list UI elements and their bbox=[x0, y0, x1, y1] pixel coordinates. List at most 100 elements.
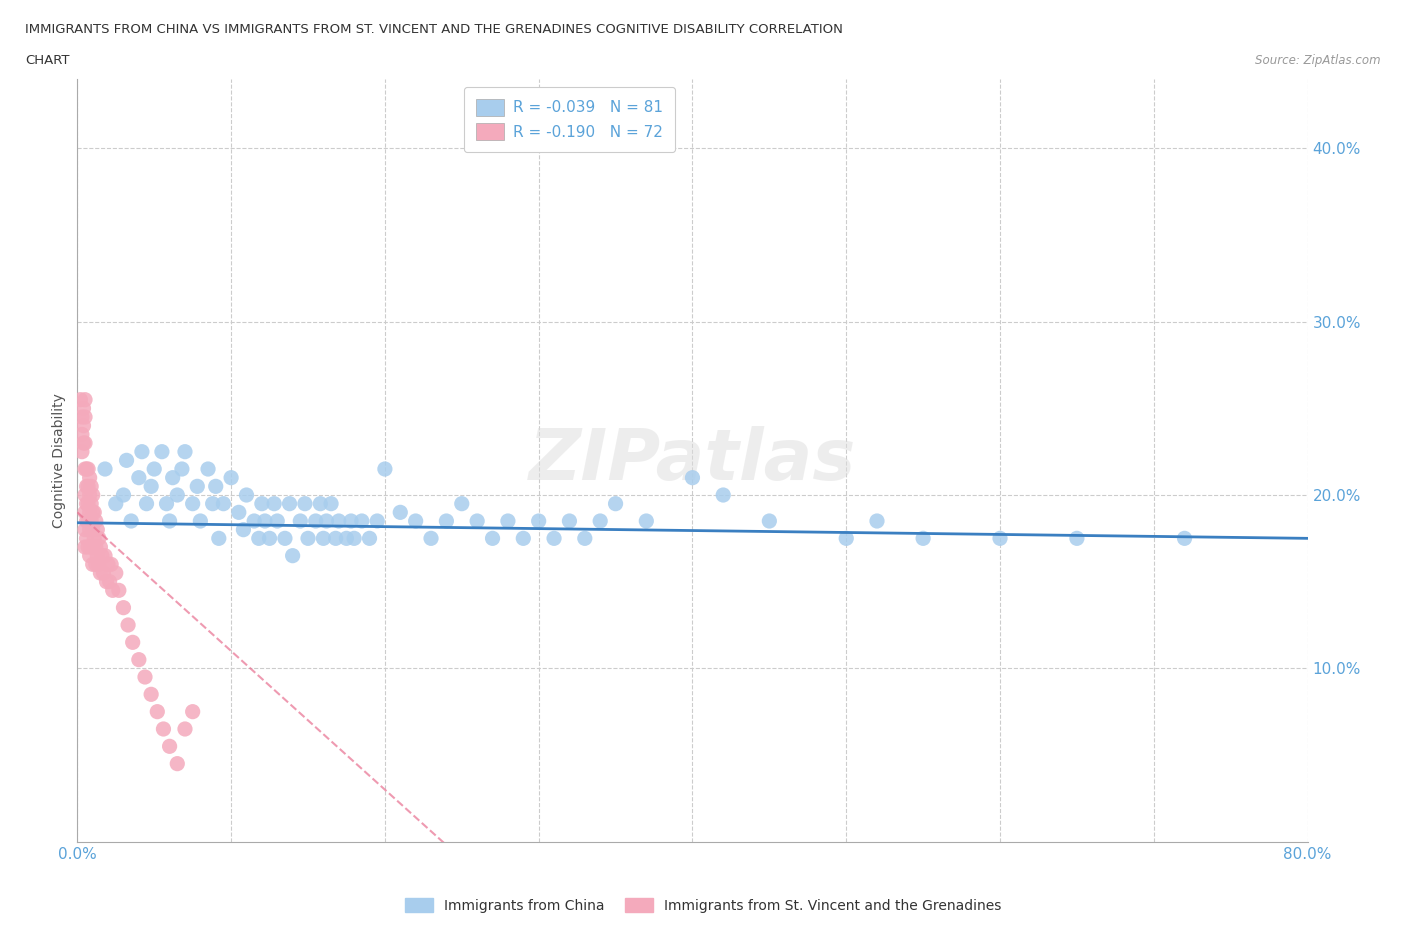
Point bbox=[108, 583, 131, 598]
Point bbox=[405, 513, 427, 528]
Point bbox=[73, 487, 96, 502]
Text: CHART: CHART bbox=[25, 54, 70, 67]
Point bbox=[104, 565, 127, 580]
Point bbox=[181, 497, 204, 512]
Point bbox=[89, 565, 111, 580]
Point bbox=[188, 513, 212, 528]
Point bbox=[72, 401, 94, 416]
Point bbox=[186, 479, 208, 494]
Point bbox=[79, 505, 101, 520]
Point bbox=[146, 704, 169, 719]
Point bbox=[201, 497, 224, 512]
Point bbox=[128, 652, 150, 667]
Point bbox=[219, 471, 242, 485]
Point bbox=[77, 497, 100, 512]
Point bbox=[86, 523, 108, 538]
Point bbox=[141, 687, 163, 702]
Point bbox=[76, 461, 98, 476]
Point bbox=[589, 513, 612, 528]
Point bbox=[340, 513, 363, 528]
Point bbox=[72, 435, 94, 450]
Point bbox=[263, 497, 285, 512]
Point bbox=[112, 487, 135, 502]
Point bbox=[312, 531, 335, 546]
Point bbox=[76, 479, 98, 494]
Point bbox=[305, 513, 328, 528]
Point bbox=[70, 409, 93, 424]
Point bbox=[278, 497, 301, 512]
Point bbox=[496, 513, 519, 528]
Legend: Immigrants from China, Immigrants from St. Vincent and the Grenadines: Immigrants from China, Immigrants from S… bbox=[399, 893, 1007, 919]
Point bbox=[117, 618, 139, 632]
Point bbox=[131, 445, 153, 459]
Point bbox=[197, 461, 219, 476]
Point bbox=[912, 531, 935, 546]
Point bbox=[104, 497, 127, 512]
Point bbox=[420, 531, 443, 546]
Point bbox=[87, 557, 110, 572]
Point bbox=[89, 539, 111, 554]
Point bbox=[77, 513, 100, 528]
Point bbox=[82, 523, 104, 538]
Point bbox=[80, 497, 103, 512]
Point bbox=[343, 531, 366, 546]
Point bbox=[73, 435, 96, 450]
Point bbox=[83, 505, 105, 520]
Point bbox=[159, 738, 181, 753]
Point bbox=[76, 497, 98, 512]
Point bbox=[80, 539, 103, 554]
Point bbox=[115, 453, 138, 468]
Point bbox=[309, 497, 332, 512]
Point bbox=[181, 704, 204, 719]
Text: ZIPatlas: ZIPatlas bbox=[529, 426, 856, 495]
Point bbox=[250, 497, 273, 512]
Point bbox=[232, 523, 254, 538]
Point bbox=[86, 548, 108, 563]
Point bbox=[481, 531, 503, 546]
Point bbox=[159, 513, 181, 528]
Point bbox=[247, 531, 270, 546]
Point bbox=[174, 445, 197, 459]
Point bbox=[208, 531, 231, 546]
Point bbox=[94, 461, 117, 476]
Point bbox=[73, 539, 96, 554]
Point bbox=[112, 600, 135, 615]
Point bbox=[73, 523, 96, 538]
Point bbox=[87, 531, 110, 546]
Point bbox=[143, 461, 166, 476]
Point bbox=[121, 635, 143, 650]
Point bbox=[988, 531, 1011, 546]
Y-axis label: Cognitive Disability: Cognitive Disability bbox=[52, 392, 66, 528]
Point bbox=[259, 531, 281, 546]
Point bbox=[73, 461, 96, 476]
Point bbox=[243, 513, 266, 528]
Point bbox=[79, 523, 101, 538]
Point bbox=[758, 513, 780, 528]
Point bbox=[83, 531, 105, 546]
Point bbox=[77, 539, 100, 554]
Point bbox=[80, 513, 103, 528]
Point bbox=[134, 670, 156, 684]
Point bbox=[69, 392, 91, 407]
Point bbox=[82, 539, 104, 554]
Point bbox=[212, 497, 235, 512]
Point bbox=[79, 548, 101, 563]
Point bbox=[315, 513, 337, 528]
Point bbox=[84, 513, 107, 528]
Point bbox=[80, 479, 103, 494]
Point bbox=[366, 513, 388, 528]
Point bbox=[73, 392, 96, 407]
Point bbox=[93, 565, 115, 580]
Point bbox=[90, 548, 114, 563]
Point bbox=[135, 497, 157, 512]
Point bbox=[77, 461, 100, 476]
Point bbox=[527, 513, 550, 528]
Point bbox=[82, 557, 104, 572]
Point bbox=[79, 471, 101, 485]
Point bbox=[94, 548, 117, 563]
Point bbox=[328, 513, 350, 528]
Point bbox=[162, 471, 184, 485]
Point bbox=[204, 479, 226, 494]
Point bbox=[350, 513, 373, 528]
Legend: R = -0.039   N = 81, R = -0.190   N = 72: R = -0.039 N = 81, R = -0.190 N = 72 bbox=[464, 86, 675, 153]
